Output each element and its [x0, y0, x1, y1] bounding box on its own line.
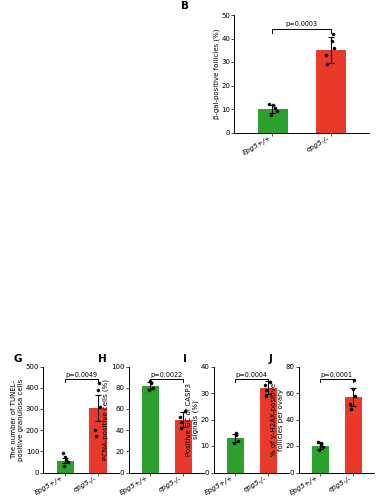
Point [352, 392, 358, 400]
Point [272, 104, 278, 112]
Point [65, 458, 71, 466]
Bar [175, 420, 191, 472]
Point [92, 426, 98, 434]
Bar [312, 446, 328, 472]
Y-axis label: PCNA-positive cells (%): PCNA-positive cells (%) [103, 379, 110, 460]
Point [267, 378, 273, 386]
Point [146, 386, 152, 394]
Point [270, 102, 276, 110]
Bar [345, 397, 361, 472]
Point [178, 418, 184, 426]
Point [347, 400, 353, 407]
Text: p=0.0049: p=0.0049 [65, 372, 97, 378]
Point [148, 380, 154, 388]
Bar [90, 408, 106, 472]
Point [332, 44, 338, 52]
Y-axis label: The number of TUNEL-
positive granulosa cells: The number of TUNEL- positive granulosa … [11, 378, 25, 460]
Text: B: B [181, 1, 189, 11]
Point [274, 108, 280, 116]
Point [266, 100, 272, 108]
Point [263, 386, 269, 394]
Point [235, 436, 241, 444]
Point [233, 432, 239, 440]
Point [348, 405, 354, 413]
Point [328, 37, 335, 45]
Point [268, 111, 274, 119]
Text: p=0.0001: p=0.0001 [321, 372, 352, 378]
Point [324, 60, 330, 68]
Bar [57, 461, 73, 472]
Point [351, 376, 357, 384]
Point [62, 453, 68, 461]
Point [150, 384, 156, 392]
Bar [142, 386, 158, 472]
Text: p=0.0003: p=0.0003 [285, 22, 318, 28]
Text: p=0.0004: p=0.0004 [235, 372, 267, 378]
Point [61, 462, 67, 470]
Text: A: A [4, 2, 12, 12]
Text: H: H [98, 354, 107, 364]
Text: C: C [4, 142, 11, 152]
Point [262, 381, 268, 389]
Point [95, 386, 101, 394]
Bar [227, 438, 243, 472]
Text: G: G [13, 354, 22, 364]
Point [330, 30, 336, 38]
Point [318, 440, 324, 448]
Point [263, 392, 269, 400]
Y-axis label: % of γ-H2AX-positive
follicles per ovary: % of γ-H2AX-positive follicles per ovary [271, 383, 284, 456]
Point [232, 428, 239, 437]
Point [96, 380, 102, 388]
Y-axis label: β-gal-positive follicles (%): β-gal-positive follicles (%) [213, 28, 220, 119]
Point [147, 378, 153, 386]
Point [231, 440, 237, 448]
Text: E: E [4, 248, 11, 258]
Bar [258, 109, 287, 132]
Text: F: F [195, 248, 202, 258]
Bar [316, 50, 345, 132]
Point [323, 51, 329, 59]
Text: I: I [183, 354, 187, 364]
Point [315, 438, 321, 446]
Text: p=0.0022: p=0.0022 [150, 372, 182, 378]
Point [177, 414, 183, 422]
Text: J: J [268, 354, 272, 364]
Point [318, 440, 324, 448]
Point [63, 456, 69, 464]
Point [316, 446, 322, 454]
Y-axis label: Positive GC of CASP3
signals (%): Positive GC of CASP3 signals (%) [186, 383, 199, 456]
Text: D: D [195, 142, 203, 152]
Point [350, 385, 356, 393]
Point [320, 444, 326, 452]
Point [178, 424, 184, 432]
Point [93, 432, 99, 440]
Point [182, 407, 188, 415]
Point [60, 450, 66, 458]
Point [97, 403, 103, 411]
Bar [260, 388, 276, 472]
